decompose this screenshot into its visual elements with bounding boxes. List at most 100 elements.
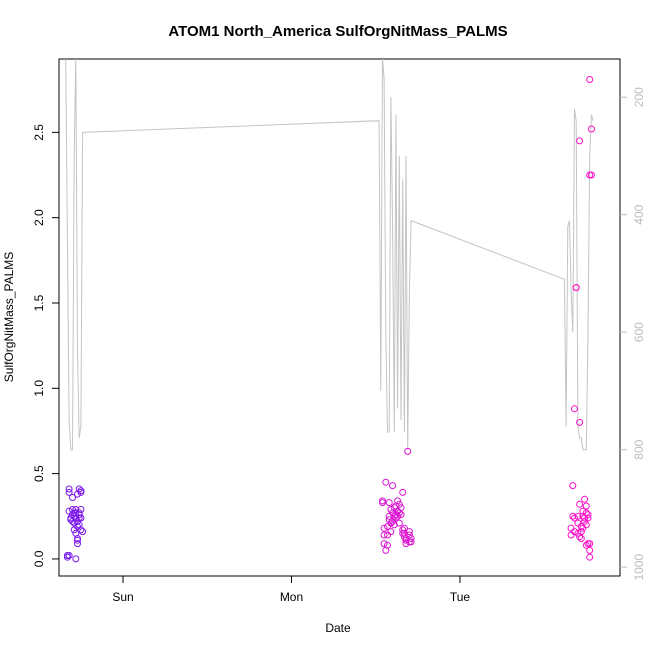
data-point <box>576 137 584 145</box>
data-point <box>582 502 590 510</box>
y-right-tick-label: 600 <box>632 322 646 342</box>
data-point <box>397 504 405 512</box>
x-tick-label: Sun <box>112 590 133 604</box>
data-point <box>574 512 582 520</box>
data-point <box>392 511 400 519</box>
data-point <box>587 125 595 133</box>
data-point <box>395 519 403 527</box>
data-point <box>586 76 594 83</box>
data-point <box>404 447 412 455</box>
chart-title: ATOM1 North_America SulfOrgNitMass_PALMS <box>168 23 507 40</box>
y-tick-label: 2.5 <box>32 124 46 141</box>
data-point <box>75 485 83 493</box>
data-point <box>569 512 577 520</box>
y-tick-label: 1.0 <box>32 380 46 397</box>
data-point <box>389 482 397 490</box>
data-point <box>399 526 407 534</box>
data-point <box>65 485 73 493</box>
data-point <box>407 538 415 546</box>
data-point <box>387 506 395 513</box>
data-point <box>586 546 594 554</box>
data-point <box>577 528 585 536</box>
data-point <box>65 552 73 559</box>
data-point <box>400 524 408 532</box>
altitude-series <box>65 59 594 451</box>
data-point <box>379 499 386 507</box>
data-point <box>77 506 85 513</box>
data-point <box>397 511 405 519</box>
data-point <box>395 500 403 508</box>
data-point <box>390 512 398 520</box>
x-tick-label: Mon <box>280 590 303 604</box>
data-point <box>394 497 402 505</box>
data-point <box>584 511 592 519</box>
data-point <box>385 516 393 524</box>
y-axis-label: SulfOrgNitMass_PALMS <box>2 252 16 382</box>
data-point <box>577 523 585 530</box>
y-axis: 0.0 0.5 1.0 1.5 2.0 2.5 <box>32 124 59 567</box>
data-point <box>70 512 78 520</box>
x-axis-label: Date <box>325 621 351 635</box>
data-point <box>77 487 85 495</box>
data-point <box>584 514 592 522</box>
data-point <box>390 521 398 529</box>
data-point <box>407 535 415 542</box>
data-point <box>387 519 395 527</box>
data-point <box>579 507 587 515</box>
data-point <box>384 541 391 549</box>
data-point <box>574 519 582 527</box>
data-point <box>577 535 585 542</box>
plot-frame <box>58 58 621 577</box>
y-right-tick-label: 1000 <box>632 554 646 581</box>
data-point <box>74 535 81 542</box>
y-right-tick-label: 800 <box>632 439 646 459</box>
data-point <box>72 555 80 563</box>
data-point <box>571 405 578 413</box>
data-point <box>65 488 73 496</box>
data-point <box>392 514 400 522</box>
data-point <box>571 528 578 536</box>
data-point <box>569 482 577 490</box>
data-point <box>74 540 81 548</box>
data-point <box>405 528 413 536</box>
data-point <box>77 526 85 534</box>
y-tick-label: 1.5 <box>32 294 46 311</box>
data-point <box>582 521 590 529</box>
data-point <box>582 541 590 549</box>
data-point <box>77 514 85 522</box>
data-points <box>63 76 595 563</box>
y-right-tick-label: 400 <box>632 204 646 224</box>
y-tick-label: 0.0 <box>32 550 46 567</box>
data-point <box>405 531 413 539</box>
data-point <box>576 500 584 508</box>
data-point <box>380 524 388 532</box>
data-point <box>79 528 87 536</box>
data-point <box>69 494 76 501</box>
data-point <box>63 553 71 561</box>
data-point <box>72 509 80 517</box>
data-point <box>587 171 595 179</box>
x-axis: Sun Mon Tue <box>112 576 470 604</box>
data-point <box>581 495 589 503</box>
data-point <box>380 531 388 539</box>
data-point <box>586 540 594 548</box>
data-point <box>399 488 407 496</box>
data-point <box>572 284 580 292</box>
data-point <box>567 524 575 532</box>
data-point <box>576 418 584 426</box>
data-point <box>574 529 582 537</box>
data-point <box>571 514 578 522</box>
altitude-line <box>65 59 594 451</box>
data-point <box>394 512 402 520</box>
data-point <box>385 499 393 507</box>
data-point <box>586 553 594 561</box>
y-tick-label: 2.0 <box>32 209 46 226</box>
data-point <box>387 528 395 536</box>
y-right-tick-label: 200 <box>632 87 646 107</box>
x-tick-label: Tue <box>450 590 471 604</box>
data-point <box>380 540 388 548</box>
y-tick-label: 0.5 <box>32 465 46 482</box>
data-point <box>567 531 575 539</box>
data-point <box>382 478 390 486</box>
